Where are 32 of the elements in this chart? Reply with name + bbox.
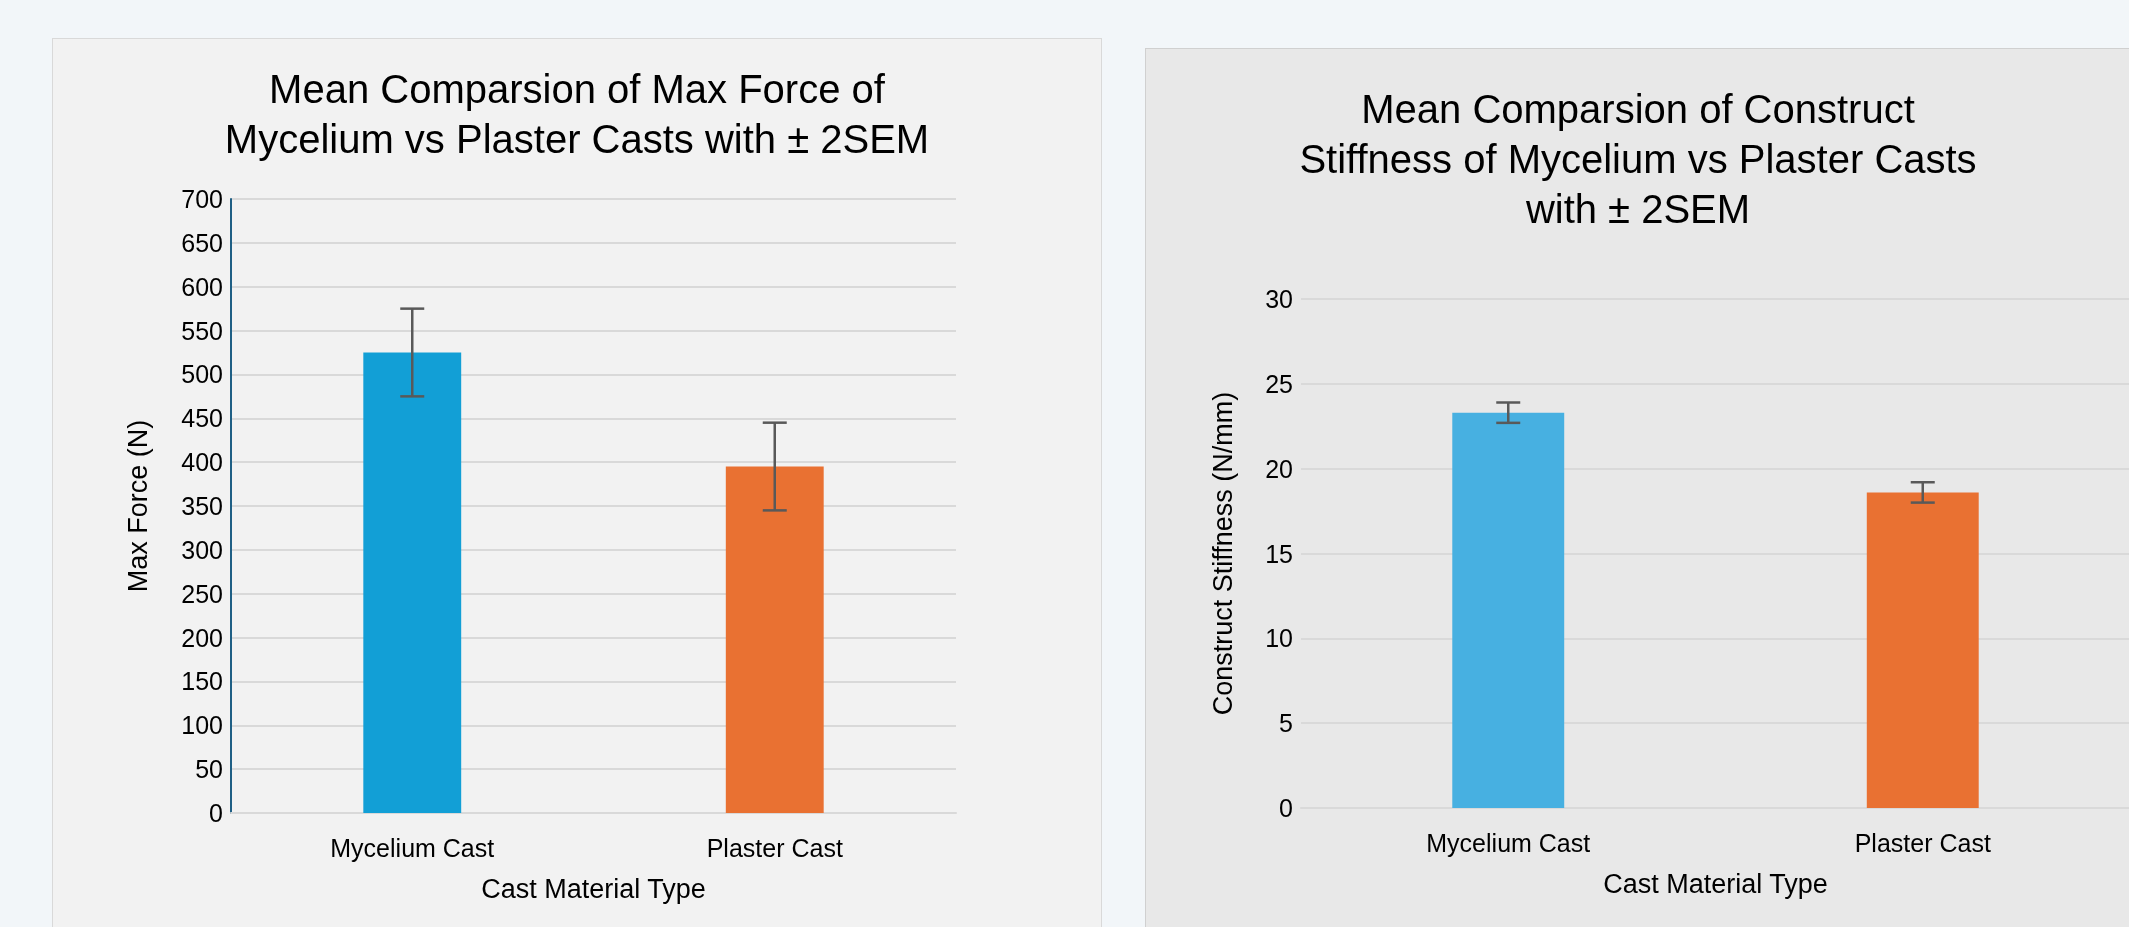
y-tick-label: 300 (181, 535, 223, 564)
y-tick-label: 5 (1279, 709, 1293, 738)
x-tick-label: Mycelium Cast (330, 833, 495, 862)
y-tick-label: 25 (1265, 369, 1293, 398)
y-tick-label: 30 (1265, 285, 1293, 313)
y-tick-label: 50 (195, 755, 223, 784)
y-tick-label: 0 (209, 799, 223, 827)
x-tick-label: Plaster Cast (1854, 828, 1991, 857)
y-tick-label: 550 (181, 316, 223, 345)
y-tick-label: 650 (181, 228, 223, 257)
y-tick-label: 600 (181, 272, 223, 301)
y-tick-label: 150 (181, 667, 223, 696)
y-tick-label: 10 (1265, 624, 1293, 653)
x-tick-label: Mycelium Cast (1426, 828, 1591, 857)
y-tick-label: 20 (1265, 454, 1293, 483)
y-tick-label: 250 (181, 579, 223, 608)
x-tick-label: Plaster Cast (706, 833, 843, 862)
y-tick-label: 100 (181, 711, 223, 740)
y-tick-label: 700 (181, 185, 223, 213)
y-tick-label: 400 (181, 448, 223, 477)
y-axis-title: Construct Stiffness (N/mm) (1207, 391, 1238, 716)
y-tick-label: 200 (181, 623, 223, 652)
x-axis-title: Cast Material Type (481, 873, 706, 904)
chart-title: Mean Comparsion of Construct Stiffness of Mycelium vs Plaster Casts with ± 2SEM (1299, 87, 1977, 231)
chart-title: Mean Comparsion of Max Force of Mycelium vs Plaster Casts with ± 2SEM (224, 67, 930, 161)
y-axis-title: Max Force (N) (122, 419, 153, 593)
y-tick-label: 350 (181, 492, 223, 520)
y-tick-label: 15 (1265, 539, 1293, 568)
y-tick-label: 0 (1279, 794, 1293, 822)
y-tick-label: 500 (181, 360, 223, 389)
x-axis-title: Cast Material Type (1603, 868, 1828, 899)
y-tick-label: 450 (181, 404, 223, 433)
